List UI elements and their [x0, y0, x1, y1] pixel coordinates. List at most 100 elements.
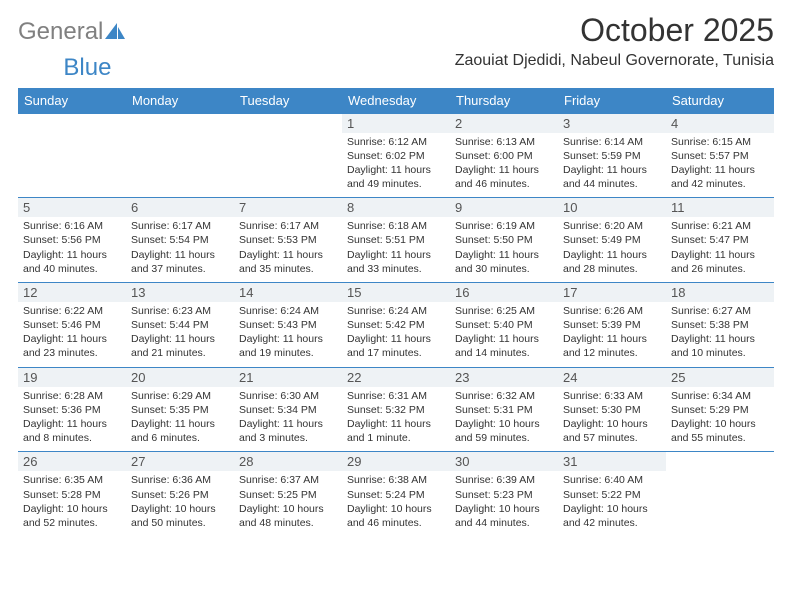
daylight-text: Daylight: 11 hours and 33 minutes.	[347, 248, 445, 276]
sunset-text: Sunset: 5:35 PM	[131, 403, 229, 417]
daylight-text: Daylight: 11 hours and 10 minutes.	[671, 332, 769, 360]
sunset-text: Sunset: 5:57 PM	[671, 149, 769, 163]
calendar-day-cell: 7Sunrise: 6:17 AMSunset: 5:53 PMDaylight…	[234, 198, 342, 283]
sunset-text: Sunset: 5:56 PM	[23, 233, 121, 247]
day-detail: Sunrise: 6:29 AMSunset: 5:35 PMDaylight:…	[126, 387, 234, 452]
day-number: 8	[342, 198, 450, 217]
day-number: 10	[558, 198, 666, 217]
calendar-day-cell: 11 Sunrise: 6:21 AMSunset: 5:47 PMDayligh…	[666, 198, 774, 283]
daylight-text: Daylight: 10 hours and 55 minutes.	[671, 417, 769, 445]
sunset-text: Sunset: 5:22 PM	[563, 488, 661, 502]
daylight-text: Daylight: 11 hours and 19 minutes.	[239, 332, 337, 360]
day-detail: Sunrise: 6:20 AMSunset: 5:49 PMDaylight:…	[558, 217, 666, 282]
brand-part2: Blue	[63, 54, 111, 82]
sunrise-text: Sunrise: 6:29 AM	[131, 389, 229, 403]
calendar-day-cell: 29Sunrise: 6:38 AMSunset: 5:24 PMDayligh…	[342, 452, 450, 536]
sunrise-text: Sunrise: 6:27 AM	[671, 304, 769, 318]
location-text: Zaouiat Djedidi, Nabeul Governorate, Tun…	[455, 52, 774, 70]
weekday-header: Monday	[126, 88, 234, 114]
daylight-text: Daylight: 11 hours and 17 minutes.	[347, 332, 445, 360]
day-detail: Sunrise: 6:16 AMSunset: 5:56 PMDaylight:…	[18, 217, 126, 282]
sunrise-text: Sunrise: 6:14 AM	[563, 135, 661, 149]
day-number: 24	[558, 368, 666, 387]
day-detail: Sunrise: 6:39 AMSunset: 5:23 PMDaylight:…	[450, 471, 558, 536]
sunrise-text: Sunrise: 6:21 AM	[671, 219, 769, 233]
day-detail: Sunrise: 6:12 AMSunset: 6:02 PMDaylight:…	[342, 133, 450, 198]
calendar-day-cell: 30Sunrise: 6:39 AMSunset: 5:23 PMDayligh…	[450, 452, 558, 536]
sunrise-text: Sunrise: 6:38 AM	[347, 473, 445, 487]
daylight-text: Daylight: 11 hours and 1 minute.	[347, 417, 445, 445]
day-detail: Sunrise: 6:17 AMSunset: 5:53 PMDaylight:…	[234, 217, 342, 282]
day-detail: Sunrise: 6:31 AMSunset: 5:32 PMDaylight:…	[342, 387, 450, 452]
daylight-text: Daylight: 11 hours and 42 minutes.	[671, 163, 769, 191]
calendar-day-cell	[666, 452, 774, 536]
sunrise-text: Sunrise: 6:35 AM	[23, 473, 121, 487]
day-number: 6	[126, 198, 234, 217]
day-number: 13	[126, 283, 234, 302]
calendar-day-cell: 12Sunrise: 6:22 AMSunset: 5:46 PMDayligh…	[18, 282, 126, 367]
sunrise-text: Sunrise: 6:19 AM	[455, 219, 553, 233]
day-number: 14	[234, 283, 342, 302]
sunset-text: Sunset: 5:30 PM	[563, 403, 661, 417]
day-number: 7	[234, 198, 342, 217]
sunrise-text: Sunrise: 6:34 AM	[671, 389, 769, 403]
day-detail: Sunrise: 6:40 AMSunset: 5:22 PMDaylight:…	[558, 471, 666, 536]
calendar-day-cell: 4Sunrise: 6:15 AMSunset: 5:57 PMDaylight…	[666, 113, 774, 198]
calendar-day-cell: 31Sunrise: 6:40 AMSunset: 5:22 PMDayligh…	[558, 452, 666, 536]
sunrise-text: Sunrise: 6:39 AM	[455, 473, 553, 487]
page-title: October 2025	[455, 14, 774, 48]
calendar-day-cell: 19Sunrise: 6:28 AMSunset: 5:36 PMDayligh…	[18, 367, 126, 452]
sunrise-text: Sunrise: 6:20 AM	[563, 219, 661, 233]
day-detail: Sunrise: 6:14 AMSunset: 5:59 PMDaylight:…	[558, 133, 666, 198]
day-detail: Sunrise: 6:23 AMSunset: 5:44 PMDaylight:…	[126, 302, 234, 367]
calendar-body: 1Sunrise: 6:12 AMSunset: 6:02 PMDaylight…	[18, 113, 774, 536]
day-number: 20	[126, 368, 234, 387]
daylight-text: Daylight: 10 hours and 44 minutes.	[455, 502, 553, 530]
day-number: 31	[558, 452, 666, 471]
day-detail: Sunrise: 6:27 AMSunset: 5:38 PMDaylight:…	[666, 302, 774, 367]
calendar-day-cell: 25Sunrise: 6:34 AMSunset: 5:29 PMDayligh…	[666, 367, 774, 452]
day-number: 11	[666, 198, 774, 217]
calendar-day-cell: 18Sunrise: 6:27 AMSunset: 5:38 PMDayligh…	[666, 282, 774, 367]
calendar-day-cell: 24Sunrise: 6:33 AMSunset: 5:30 PMDayligh…	[558, 367, 666, 452]
day-detail: Sunrise: 6:38 AMSunset: 5:24 PMDaylight:…	[342, 471, 450, 536]
day-number: 15	[342, 283, 450, 302]
sunrise-text: Sunrise: 6:26 AM	[563, 304, 661, 318]
calendar-day-cell: 5Sunrise: 6:16 AMSunset: 5:56 PMDaylight…	[18, 198, 126, 283]
sunset-text: Sunset: 5:31 PM	[455, 403, 553, 417]
sunset-text: Sunset: 5:25 PM	[239, 488, 337, 502]
sunset-text: Sunset: 5:36 PM	[23, 403, 121, 417]
weekday-header: Thursday	[450, 88, 558, 114]
daylight-text: Daylight: 11 hours and 26 minutes.	[671, 248, 769, 276]
day-number: 4	[666, 114, 774, 133]
day-number: 18	[666, 283, 774, 302]
calendar-day-cell: 1Sunrise: 6:12 AMSunset: 6:02 PMDaylight…	[342, 113, 450, 198]
day-number: 5	[18, 198, 126, 217]
calendar-day-cell: 20Sunrise: 6:29 AMSunset: 5:35 PMDayligh…	[126, 367, 234, 452]
calendar-day-cell: 6Sunrise: 6:17 AMSunset: 5:54 PMDaylight…	[126, 198, 234, 283]
sunrise-text: Sunrise: 6:17 AM	[131, 219, 229, 233]
day-detail: Sunrise: 6:37 AMSunset: 5:25 PMDaylight:…	[234, 471, 342, 536]
day-number: 3	[558, 114, 666, 133]
daylight-text: Daylight: 11 hours and 14 minutes.	[455, 332, 553, 360]
calendar-day-cell: 22Sunrise: 6:31 AMSunset: 5:32 PMDayligh…	[342, 367, 450, 452]
sunrise-text: Sunrise: 6:31 AM	[347, 389, 445, 403]
sunset-text: Sunset: 6:00 PM	[455, 149, 553, 163]
sunrise-text: Sunrise: 6:32 AM	[455, 389, 553, 403]
day-number: 1	[342, 114, 450, 133]
sunset-text: Sunset: 5:47 PM	[671, 233, 769, 247]
calendar-day-cell: 17Sunrise: 6:26 AMSunset: 5:39 PMDayligh…	[558, 282, 666, 367]
calendar-week-row: 1Sunrise: 6:12 AMSunset: 6:02 PMDaylight…	[18, 113, 774, 198]
day-number: 27	[126, 452, 234, 471]
calendar-day-cell	[126, 113, 234, 198]
daylight-text: Daylight: 10 hours and 59 minutes.	[455, 417, 553, 445]
day-detail: Sunrise: 6:35 AMSunset: 5:28 PMDaylight:…	[18, 471, 126, 536]
day-detail: Sunrise: 6:30 AMSunset: 5:34 PMDaylight:…	[234, 387, 342, 452]
calendar-week-row: 12Sunrise: 6:22 AMSunset: 5:46 PMDayligh…	[18, 282, 774, 367]
day-detail: Sunrise: 6:15 AMSunset: 5:57 PMDaylight:…	[666, 133, 774, 198]
sunset-text: Sunset: 5:23 PM	[455, 488, 553, 502]
brand-logo: General	[18, 14, 125, 46]
day-detail: Sunrise: 6:24 AMSunset: 5:42 PMDaylight:…	[342, 302, 450, 367]
sunrise-text: Sunrise: 6:40 AM	[563, 473, 661, 487]
weekday-header: Tuesday	[234, 88, 342, 114]
